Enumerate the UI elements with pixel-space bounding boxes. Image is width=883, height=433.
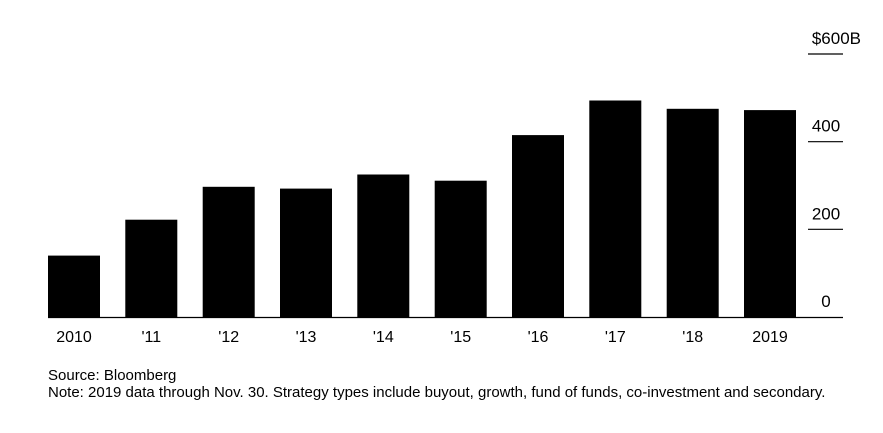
chart-footer: Source: Bloomberg Note: 2019 data throug… bbox=[48, 367, 868, 401]
footnote: Note: 2019 data through Nov. 30. Strateg… bbox=[48, 384, 826, 401]
x-tick-label-0: 2010 bbox=[56, 329, 92, 346]
source-note: Source: Bloomberg bbox=[48, 367, 177, 384]
x-tick-label-2: '12 bbox=[218, 329, 239, 346]
bar-1 bbox=[125, 219, 178, 317]
x-tick-label-5: '15 bbox=[450, 329, 471, 346]
y-tick-label-1: 200 bbox=[812, 204, 840, 223]
x-tick-label-9: 2019 bbox=[752, 329, 788, 346]
bar-9 bbox=[744, 110, 796, 317]
x-tick-label-4: '14 bbox=[373, 329, 394, 346]
y-tick-label-3: $600B bbox=[812, 29, 861, 48]
bar-8 bbox=[666, 108, 719, 317]
bar-3 bbox=[280, 188, 332, 317]
bar-4 bbox=[357, 174, 410, 317]
x-tick-label-3: '13 bbox=[296, 329, 317, 346]
bar-2 bbox=[202, 186, 255, 317]
bar-5 bbox=[434, 180, 487, 317]
x-tick-label-6: '16 bbox=[528, 329, 549, 346]
y-tick-label-0: 0 bbox=[821, 292, 830, 311]
x-tick-label-7: '17 bbox=[605, 329, 626, 346]
x-tick-label-1: '11 bbox=[141, 329, 161, 346]
bar-7 bbox=[589, 100, 642, 317]
y-tick-label-2: 400 bbox=[812, 117, 840, 136]
x-tick-label-8: '18 bbox=[682, 329, 703, 346]
bar-0 bbox=[48, 255, 100, 317]
bar-6 bbox=[512, 135, 564, 317]
